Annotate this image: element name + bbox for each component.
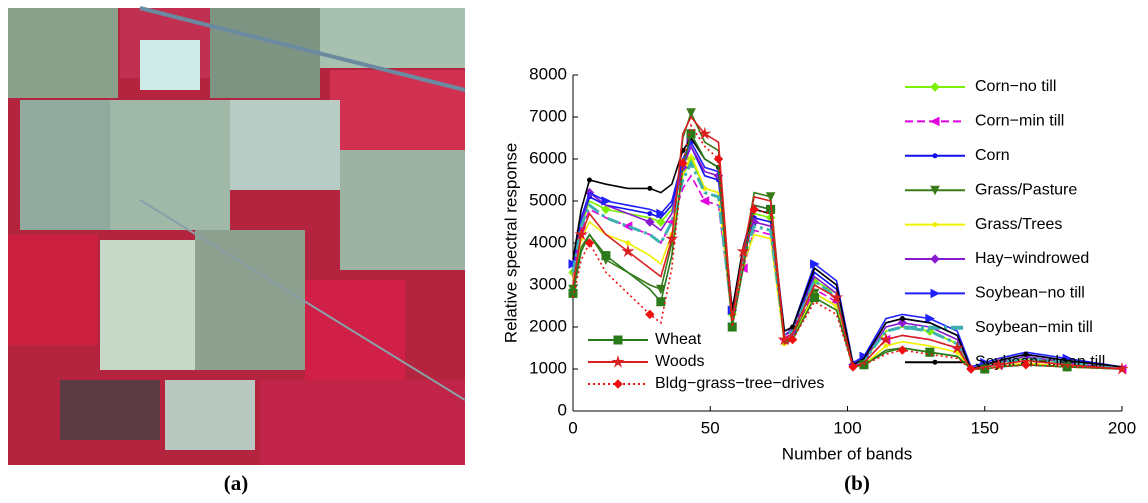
y-tick-label: 8000 [529,64,567,83]
marker [766,204,776,214]
marker [930,288,941,299]
marker [966,364,976,374]
marker [678,158,688,168]
marker [601,251,611,261]
marker [765,192,776,202]
marker [930,254,940,264]
x-tick-label: 0 [568,418,577,437]
y-tick-label: 0 [558,400,567,419]
marker [925,313,935,324]
marker [621,244,635,258]
y-tick-label: 2000 [529,316,567,335]
legend-label: Woods [655,353,705,370]
marker [932,222,938,228]
legend-label: Corn−no till [975,78,1056,95]
marker [727,322,737,332]
marker [601,204,611,215]
marker [1023,351,1029,357]
marker [601,196,612,206]
marker [897,318,908,328]
marker [932,359,938,365]
marker [656,217,666,227]
line [572,115,1123,370]
x-tick-label: 50 [701,418,720,437]
marker [613,379,623,389]
marker [584,238,595,248]
legend-label: Wheat [655,331,702,348]
marker [1021,360,1031,370]
y-tick-label: 1000 [529,358,567,377]
satellite-image [8,6,466,465]
marker [932,153,938,159]
x-tick-label: 100 [833,418,861,437]
marker [645,217,655,227]
marker [665,231,679,245]
marker [647,185,653,191]
marker [787,334,798,345]
marker [713,154,724,164]
marker [656,208,666,219]
legend-label: Grass/Pasture [975,181,1077,198]
y-tick-label: 7000 [529,106,567,125]
marker [686,108,696,118]
marker [950,340,964,354]
y-tick-label: 5000 [529,190,567,209]
y-tick-label: 4000 [529,232,567,251]
y-axis-label: Relative spectral response [501,143,520,343]
marker [699,196,710,206]
legend-label: Grass/Trees [975,216,1062,233]
marker [611,354,625,368]
x-tick-label: 150 [971,418,999,437]
marker [883,343,889,349]
legend-label: Corn [975,147,1010,164]
marker [848,362,858,372]
x-axis-label: Number of bands [782,444,912,463]
marker [647,211,653,217]
marker [656,284,666,295]
marker [899,316,905,322]
marker [879,332,893,346]
marker [829,290,844,304]
series [572,123,1123,374]
legend-label: Soybean−min till [975,319,1093,336]
marker [930,185,940,196]
legend-label: Bldg−grass−tree−drives [655,375,824,392]
y-tick-label: 3000 [529,274,567,293]
marker [613,335,623,345]
legend-label: Corn−min till [975,113,1064,130]
marker [929,116,940,127]
marker [749,204,759,215]
marker [656,297,666,307]
marker [698,126,712,140]
panel-label: (b) [844,471,870,495]
marker [897,345,908,355]
marker [574,227,588,241]
marker [810,293,820,303]
marker [645,309,655,320]
marker [810,259,820,269]
marker [930,82,940,92]
legend-label: Soybean−no till [975,285,1085,302]
legend-label: Hay−windrowed [975,250,1089,267]
x-tick-label: 200 [1108,418,1136,437]
y-tick-label: 6000 [529,148,567,167]
panel-label: (a) [224,471,249,495]
marker [586,177,592,183]
